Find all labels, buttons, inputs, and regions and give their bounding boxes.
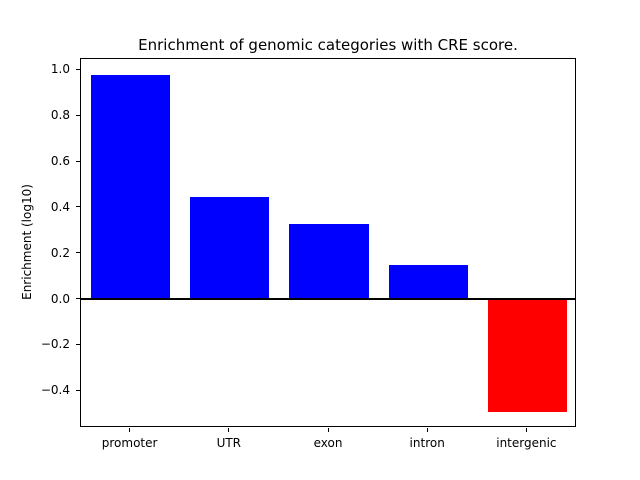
x-tick-label-exon: exon — [313, 436, 343, 450]
chart-title: Enrichment of genomic categories with CR… — [138, 36, 518, 54]
x-tick-label-intron: intron — [409, 436, 445, 450]
y-tick-label: −0.4 — [40, 383, 70, 398]
y-tick-mark — [76, 343, 80, 345]
x-tick-label-promoter: promoter — [101, 436, 158, 450]
x-tick-mark — [129, 428, 131, 432]
y-tick-mark — [76, 160, 80, 162]
y-tick-label: 0.4 — [50, 199, 70, 214]
bar-exon — [289, 224, 369, 300]
y-tick-label: 0.2 — [50, 245, 70, 260]
y-tick-mark — [76, 206, 80, 208]
x-tick-mark — [228, 428, 230, 432]
x-tick-label-UTR: UTR — [216, 436, 242, 450]
y-tick-mark — [76, 252, 80, 254]
y-tick-label: −0.2 — [40, 337, 70, 352]
bar-intergenic — [487, 299, 568, 412]
x-tick-mark — [525, 428, 527, 432]
y-tick-label: 0.8 — [50, 108, 70, 123]
x-tick-mark — [327, 428, 329, 432]
y-tick-mark — [76, 389, 80, 391]
y-tick-mark — [76, 68, 80, 70]
zero-line — [80, 297, 576, 300]
y-tick-mark — [76, 298, 80, 300]
bar-intron — [388, 265, 468, 300]
y-tick-mark — [76, 114, 80, 116]
x-tick-mark — [426, 428, 428, 432]
y-tick-label: 0.6 — [50, 154, 70, 169]
plot-area — [80, 58, 576, 427]
x-tick-label-intergenic: intergenic — [496, 436, 557, 450]
y-tick-label: 1.0 — [50, 62, 70, 77]
bar-promoter — [90, 75, 171, 300]
y-tick-label: 0.0 — [50, 291, 70, 306]
bar-UTR — [190, 196, 270, 300]
